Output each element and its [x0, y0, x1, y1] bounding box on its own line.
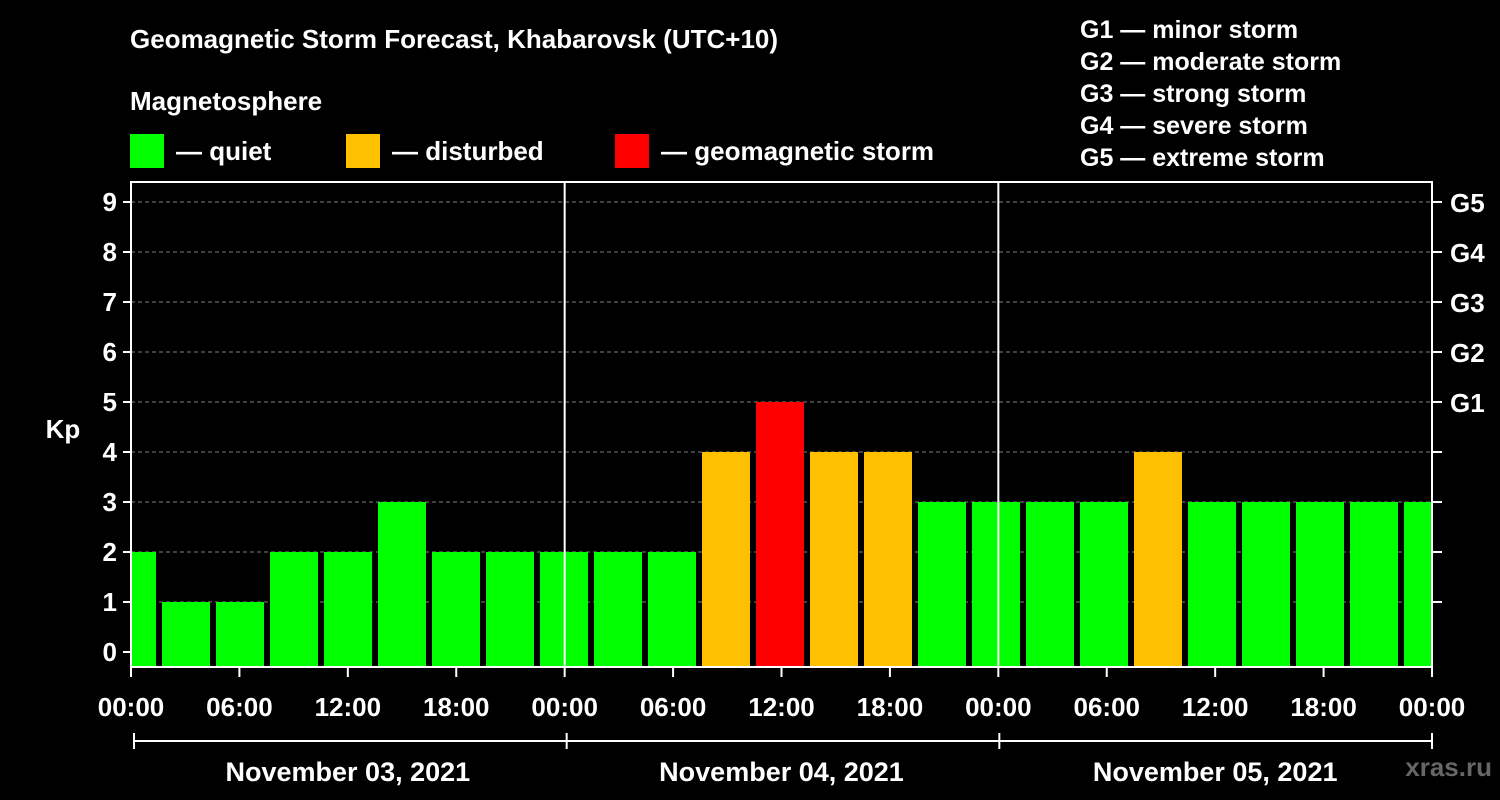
bar-3 [270, 552, 318, 667]
legend-item-quiet: — quiet [130, 134, 271, 168]
legend-item-storm: — geomagnetic storm [615, 134, 934, 168]
bar-12 [756, 402, 804, 667]
y-tick-label-1: 1 [103, 587, 117, 617]
bar-16 [972, 502, 1020, 667]
x-tick-label-12: 00:00 [1399, 692, 1466, 722]
legend-label-disturbed: — disturbed [392, 135, 544, 166]
right-axis-label-g3: G3 [1450, 288, 1485, 318]
legend-label-quiet: — quiet [176, 135, 272, 166]
date-label-1: November 04, 2021 [659, 757, 904, 787]
bar-23 [1350, 502, 1398, 667]
storm-scale-g3: G3 — strong storm [1080, 80, 1307, 108]
right-axis-label-g5: G5 [1450, 188, 1485, 218]
bar-21 [1242, 502, 1290, 667]
chart-subtitle: Magnetosphere [130, 86, 323, 116]
bar-7 [486, 552, 534, 667]
date-label-2: November 05, 2021 [1093, 757, 1338, 787]
y-tick-label-2: 2 [103, 537, 117, 567]
bar-5 [378, 502, 426, 667]
bar-15 [918, 502, 966, 667]
y-tick-label-4: 4 [103, 437, 118, 467]
x-tick-label-3: 18:00 [423, 692, 490, 722]
bar-6 [432, 552, 480, 667]
bar-0 [131, 552, 156, 667]
legend-swatch-storm [615, 134, 649, 168]
x-tick-label-4: 00:00 [531, 692, 598, 722]
x-tick-label-2: 12:00 [315, 692, 382, 722]
legend-swatch-disturbed [346, 134, 380, 168]
storm-scale-g1: G1 — minor storm [1080, 16, 1299, 44]
x-tick-label-8: 00:00 [965, 692, 1032, 722]
bar-1 [162, 602, 210, 667]
watermark: xras.ru [1405, 752, 1492, 782]
x-tick-label-9: 06:00 [1074, 692, 1141, 722]
y-tick-label-3: 3 [103, 487, 117, 517]
y-tick-label-7: 7 [103, 287, 117, 317]
storm-scale-legend: G1 — minor storm G2 — moderate storm G3 … [1080, 14, 1341, 174]
bar-9 [594, 552, 642, 667]
right-axis-label-g2: G2 [1450, 338, 1485, 368]
x-tick-label-1: 06:00 [206, 692, 273, 722]
right-axis-label-g4: G4 [1450, 238, 1485, 268]
bars-group [131, 402, 1432, 667]
x-tick-label-11: 18:00 [1290, 692, 1357, 722]
y-tick-label-0: 0 [103, 637, 117, 667]
bar-14 [864, 452, 912, 667]
y-tick-label-9: 9 [103, 187, 117, 217]
y-tick-label-8: 8 [103, 237, 117, 267]
right-axis-label-g1: G1 [1450, 388, 1485, 418]
bar-2 [216, 602, 264, 667]
bar-11 [702, 452, 750, 667]
y-tick-label-6: 6 [103, 337, 117, 367]
x-tick-label-6: 12:00 [748, 692, 815, 722]
bar-18 [1080, 502, 1128, 667]
legend-item-disturbed: — disturbed [346, 134, 544, 168]
bar-17 [1026, 502, 1074, 667]
bar-13 [810, 452, 858, 667]
storm-scale-g5: G5 — extreme storm [1080, 144, 1325, 172]
legend-swatch-quiet [130, 134, 164, 168]
chart-title: Geomagnetic Storm Forecast, Khabarovsk (… [130, 24, 779, 54]
storm-scale-g4: G4 — severe storm [1080, 112, 1308, 140]
x-tick-label-10: 12:00 [1182, 692, 1249, 722]
bar-20 [1188, 502, 1236, 667]
bar-22 [1296, 502, 1344, 667]
storm-scale-g2: G2 — moderate storm [1080, 48, 1342, 76]
bar-19 [1134, 452, 1182, 667]
date-label-0: November 03, 2021 [226, 757, 471, 787]
y-tick-label-5: 5 [103, 387, 117, 417]
bar-24 [1404, 502, 1432, 667]
legend-label-storm: — geomagnetic storm [661, 135, 935, 166]
x-tick-label-7: 18:00 [857, 692, 924, 722]
x-tick-label-5: 06:00 [640, 692, 707, 722]
bar-4 [324, 552, 372, 667]
x-tick-label-0: 00:00 [98, 692, 165, 722]
bar-10 [648, 552, 696, 667]
y-axis-title: Kp [46, 414, 81, 444]
